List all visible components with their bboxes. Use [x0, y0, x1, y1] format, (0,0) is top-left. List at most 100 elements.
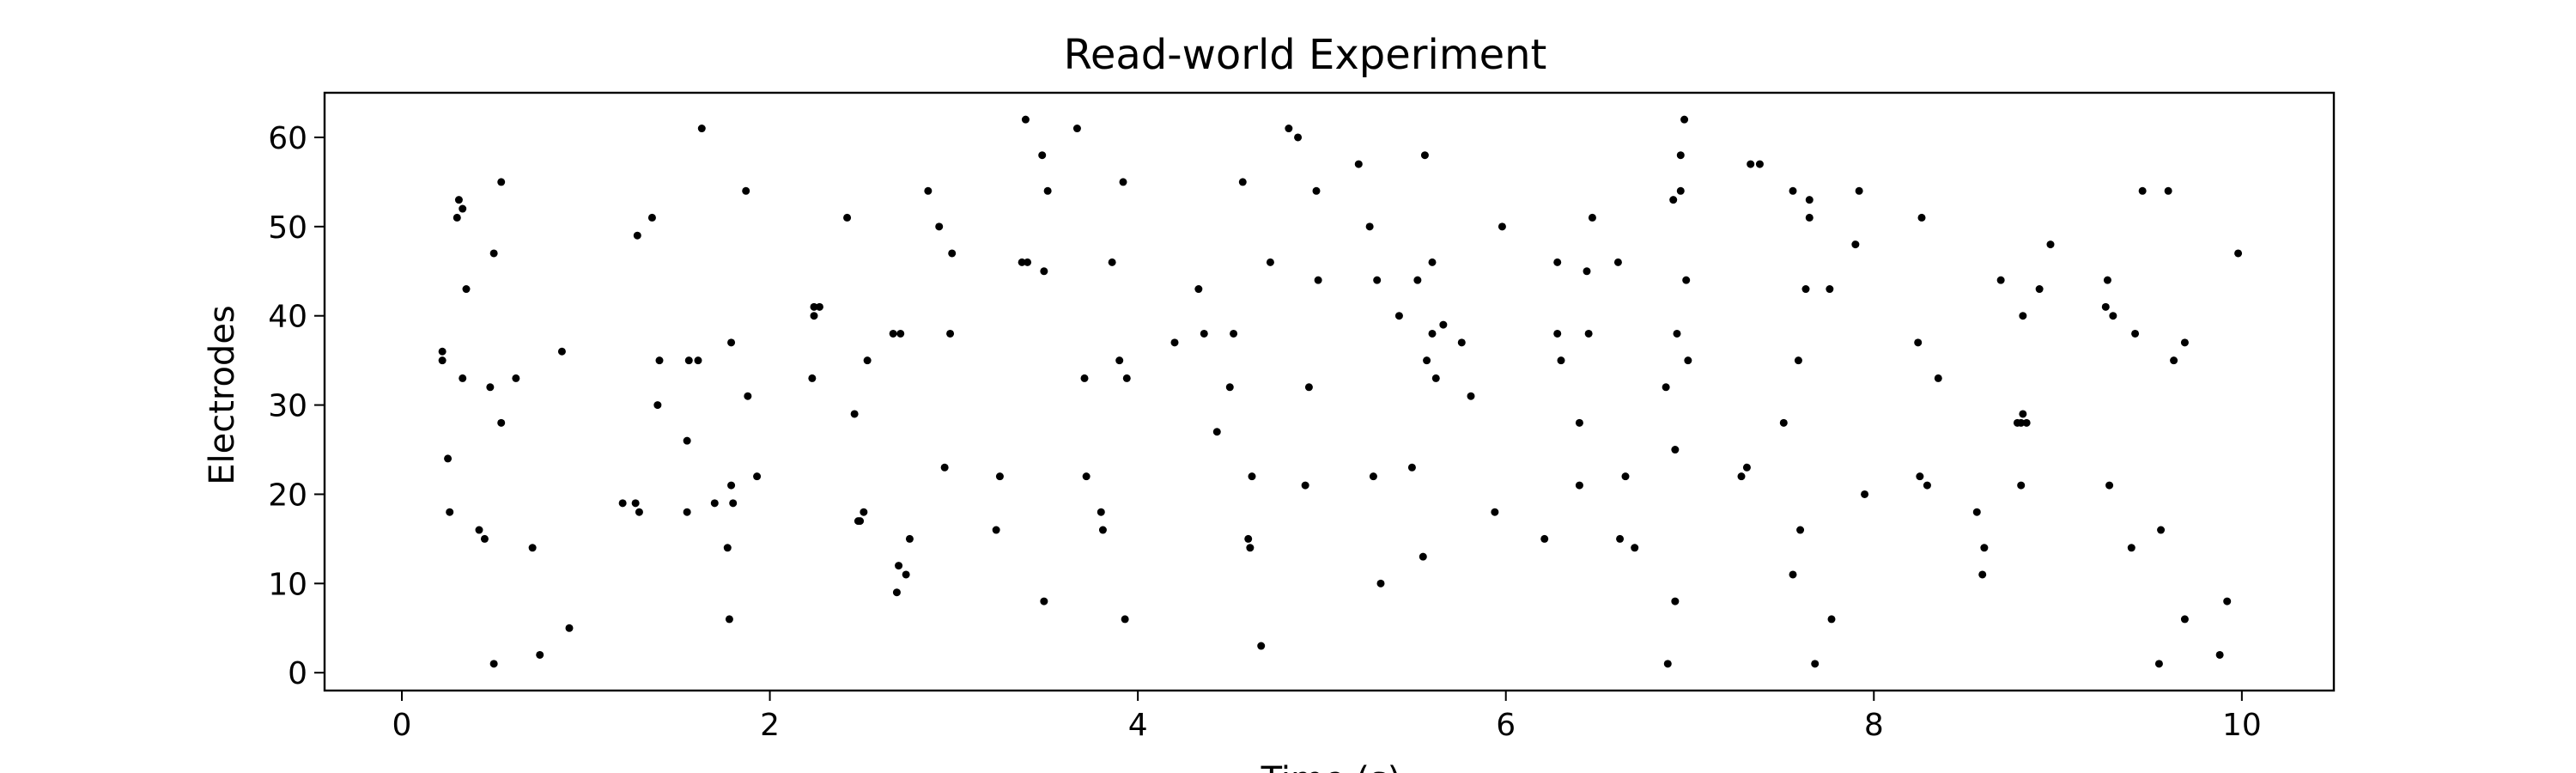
- data-point: [489, 249, 498, 258]
- data-point: [683, 508, 691, 516]
- data-point: [2017, 418, 2026, 427]
- data-point: [1457, 338, 1466, 347]
- data-point: [1827, 615, 1836, 624]
- x-tick-label: 2: [760, 708, 780, 743]
- data-point: [459, 204, 467, 213]
- data-point: [1413, 276, 1422, 284]
- data-point: [475, 526, 483, 534]
- data-point: [860, 508, 868, 516]
- data-point: [536, 650, 544, 659]
- data-point: [1246, 544, 1255, 552]
- data-point: [995, 472, 1004, 481]
- data-point: [2223, 597, 2232, 606]
- data-point: [1040, 267, 1048, 276]
- data-point: [497, 418, 506, 427]
- data-point: [1851, 240, 1860, 249]
- data-points: [438, 115, 2243, 668]
- data-point: [1376, 579, 1385, 587]
- data-point: [2127, 544, 2136, 552]
- data-point: [723, 544, 732, 552]
- data-point: [618, 499, 627, 508]
- data-point: [727, 338, 736, 347]
- data-point: [1553, 258, 1562, 266]
- data-point: [1540, 534, 1549, 543]
- data-point: [815, 302, 823, 311]
- data-point: [635, 508, 643, 516]
- data-point: [2105, 481, 2114, 490]
- data-point: [1755, 160, 1764, 168]
- data-point: [856, 517, 865, 526]
- data-point: [633, 231, 641, 240]
- data-point: [1557, 356, 1565, 365]
- data-point: [2103, 276, 2111, 284]
- data-point: [2138, 186, 2147, 195]
- data-point: [1043, 186, 1052, 195]
- data-point: [512, 374, 520, 382]
- data-point: [438, 347, 447, 356]
- x-tick-label: 4: [1128, 708, 1148, 743]
- data-point: [1682, 276, 1691, 284]
- data-point: [697, 125, 706, 133]
- data-point: [753, 472, 762, 481]
- data-point: [2101, 302, 2110, 311]
- x-tick-label: 10: [2222, 708, 2262, 743]
- data-point: [446, 508, 454, 516]
- data-point: [1407, 463, 1416, 472]
- data-point: [2154, 660, 2163, 668]
- data-point: [1491, 508, 1499, 516]
- data-point: [1238, 178, 1247, 186]
- data-point: [1304, 383, 1313, 392]
- data-point: [1194, 285, 1203, 294]
- x-tick-label: 6: [1496, 708, 1516, 743]
- data-point: [1467, 392, 1475, 400]
- data-point: [1365, 222, 1374, 231]
- data-point: [1680, 115, 1689, 124]
- data-point: [1170, 338, 1179, 347]
- data-point: [1212, 428, 1221, 436]
- data-point: [2215, 650, 2224, 659]
- data-point: [1671, 597, 1680, 606]
- data-point: [1917, 213, 1926, 222]
- data-point: [1796, 526, 1805, 534]
- data-point: [480, 534, 489, 543]
- data-point: [1855, 186, 1863, 195]
- data-point: [896, 329, 905, 338]
- data-point: [1373, 276, 1382, 284]
- data-point: [462, 285, 471, 294]
- data-point: [1789, 186, 1797, 195]
- data-point: [1098, 526, 1107, 534]
- data-point: [808, 374, 817, 382]
- data-point: [683, 436, 691, 445]
- data-point: [1080, 374, 1089, 382]
- data-point: [1613, 258, 1622, 266]
- plot-frame: [323, 91, 2336, 692]
- data-point: [1439, 320, 1448, 329]
- chart-title: Read-world Experiment: [1064, 31, 1547, 79]
- data-point: [810, 312, 818, 320]
- data-point: [727, 481, 736, 490]
- data-point: [810, 302, 818, 311]
- data-point: [2180, 338, 2189, 347]
- data-point: [1428, 329, 1437, 338]
- data-point: [1294, 133, 1303, 142]
- data-point: [1200, 329, 1208, 338]
- data-point: [1314, 276, 1322, 284]
- data-point: [1419, 552, 1427, 561]
- data-point: [2046, 240, 2055, 249]
- data-point: [892, 588, 901, 597]
- data-point: [557, 347, 566, 356]
- data-point: [1553, 329, 1562, 338]
- data-point: [1121, 615, 1129, 624]
- data-point: [1369, 472, 1377, 481]
- data-point: [1737, 472, 1746, 481]
- data-point: [1244, 534, 1253, 543]
- data-point: [850, 410, 859, 418]
- data-point: [924, 186, 933, 195]
- y-axis-label: Electrodes: [203, 305, 242, 485]
- data-point: [725, 615, 733, 624]
- data-point: [1676, 151, 1685, 160]
- data-point: [1826, 285, 1834, 294]
- data-point: [1669, 196, 1678, 204]
- data-point: [2019, 312, 2027, 320]
- x-tick-label: 8: [1864, 708, 1884, 743]
